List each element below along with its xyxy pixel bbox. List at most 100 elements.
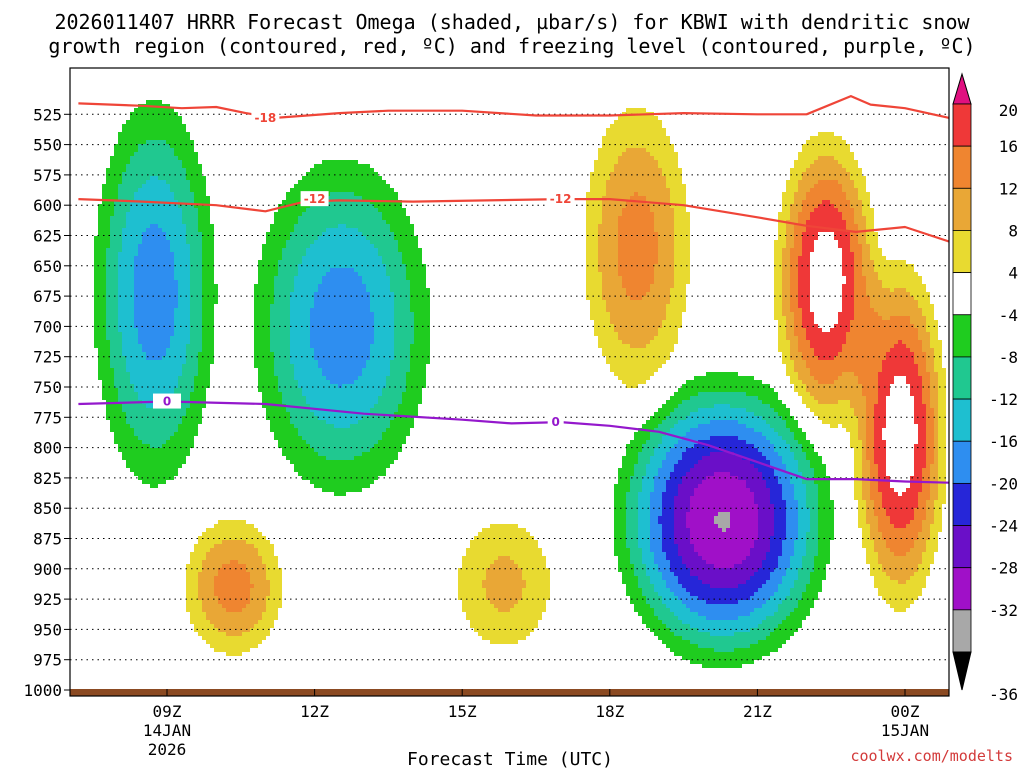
omega-cell — [866, 232, 878, 236]
omega-cell — [382, 436, 406, 440]
omega-cell — [118, 132, 190, 136]
omega-cell — [682, 384, 770, 388]
omega-cell — [178, 380, 194, 384]
omega-cell — [142, 440, 166, 444]
omega-cell — [414, 320, 430, 324]
omega-cell — [670, 204, 686, 208]
omega-cell — [690, 528, 722, 532]
omega-cell — [126, 216, 182, 220]
omega-cell — [818, 488, 830, 492]
omega-cell — [126, 364, 182, 368]
omega-cell — [690, 532, 758, 536]
omega-cell — [842, 264, 854, 268]
omega-cell — [186, 608, 202, 612]
omega-cell — [922, 524, 930, 528]
omega-cell — [186, 240, 202, 244]
omega-cell — [94, 252, 106, 256]
omega-cell — [458, 568, 486, 572]
omega-cell — [690, 608, 754, 612]
omega-cell — [674, 464, 694, 468]
omega-cell — [462, 564, 490, 568]
omega-cell — [674, 220, 690, 224]
omega-cell — [618, 468, 634, 472]
omega-cell — [606, 184, 666, 188]
omega-cell — [654, 280, 674, 284]
omega-cell — [302, 392, 382, 396]
omega-cell — [654, 584, 666, 588]
omega-cell — [754, 572, 770, 576]
omega-cell — [926, 320, 938, 324]
omega-cell — [602, 140, 670, 144]
omega-cell — [850, 240, 858, 244]
omega-cell — [626, 584, 638, 588]
omega-cell — [914, 352, 926, 356]
omega-cell — [878, 524, 894, 528]
omega-cell — [642, 548, 650, 552]
omega-cell — [618, 224, 654, 228]
omega-cell — [478, 632, 530, 636]
omega-cell — [690, 536, 758, 540]
omega-cell — [626, 496, 638, 500]
omega-cell — [106, 280, 118, 284]
omega-cell — [610, 364, 662, 368]
omega-cell — [618, 252, 658, 256]
omega-cell — [198, 572, 218, 576]
omega-cell — [118, 184, 142, 188]
omega-cell — [794, 548, 806, 552]
omega-cell — [190, 292, 202, 296]
omega-cell — [298, 272, 326, 276]
omega-cell — [198, 224, 214, 228]
omega-cell — [170, 240, 186, 244]
omega-cell — [802, 472, 814, 476]
omega-cell — [794, 456, 806, 460]
omega-cell — [602, 200, 626, 204]
omega-cell — [250, 628, 270, 632]
omega-cell — [198, 216, 210, 220]
omega-cell — [786, 532, 798, 536]
omega-cell — [794, 236, 802, 240]
omega-cell — [146, 352, 166, 356]
omega-cell — [394, 352, 410, 356]
omega-cell — [630, 596, 646, 600]
omega-cell — [658, 236, 674, 240]
omega-cell — [318, 236, 366, 240]
omega-cell — [214, 624, 254, 628]
omega-cell — [614, 164, 658, 168]
omega-cell — [106, 332, 122, 336]
omega-cell — [682, 476, 706, 480]
omega-cell — [622, 276, 654, 280]
omega-cell — [838, 244, 850, 248]
omega-cell — [118, 292, 134, 296]
omega-cell — [714, 648, 734, 652]
omega-cell — [290, 460, 394, 464]
y-tick-label: 875 — [33, 530, 62, 549]
omega-cell — [854, 480, 862, 484]
omega-cell — [902, 492, 918, 496]
omega-cell — [170, 344, 186, 348]
omega-cell — [782, 484, 794, 488]
omega-cell — [770, 548, 782, 552]
omega-cell — [850, 436, 858, 440]
omega-cell — [698, 440, 746, 444]
x-tick-label: 09Z — [153, 702, 182, 721]
omega-cell — [486, 568, 522, 572]
omega-cell — [854, 316, 882, 320]
omega-cell — [834, 324, 850, 328]
omega-cell — [394, 340, 414, 344]
omega-cell — [802, 444, 814, 448]
omega-cell — [870, 472, 878, 476]
omega-cell — [918, 504, 926, 508]
omega-cell — [866, 408, 874, 412]
omega-cell — [286, 240, 314, 244]
omega-cell — [854, 488, 862, 492]
contour-label-bg-0 — [251, 109, 280, 125]
omega-cell — [878, 396, 886, 400]
omega-cell — [694, 492, 754, 496]
omega-cell — [626, 384, 638, 388]
omega-cell — [850, 204, 862, 208]
omega-cell — [94, 304, 106, 308]
omega-cell — [386, 376, 406, 380]
omega-cell — [842, 272, 854, 276]
omega-cell — [586, 196, 602, 200]
omega-cell — [794, 584, 806, 588]
